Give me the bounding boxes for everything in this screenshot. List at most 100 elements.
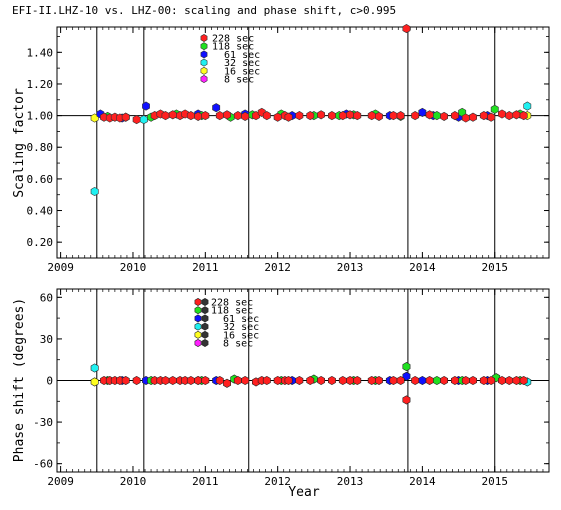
legend-marker — [201, 322, 209, 331]
y-tick-label: 0.80 — [27, 141, 54, 154]
legend-marker — [194, 306, 202, 315]
legend-entry-label: 8 sec — [212, 75, 254, 86]
data-point — [273, 375, 282, 386]
data-point — [374, 375, 383, 386]
data-point — [396, 375, 405, 386]
data-point — [161, 111, 170, 121]
data-point — [295, 111, 304, 121]
x-tick-label: 2015 — [481, 475, 508, 488]
y-tick-label: -30 — [33, 416, 53, 429]
data-point — [132, 115, 141, 125]
x-tick-label: 2010 — [120, 261, 147, 274]
data-point — [90, 363, 99, 373]
data-point — [194, 375, 202, 386]
legend-marker — [201, 330, 209, 339]
data-point — [469, 375, 478, 386]
legend-marker — [194, 322, 202, 331]
legend-marker — [201, 339, 209, 347]
data-point — [201, 375, 210, 386]
legend-marker — [200, 66, 208, 75]
legend-marker — [200, 50, 208, 59]
data-point — [223, 110, 231, 120]
data-point — [212, 103, 221, 113]
x-tick-label: 2011 — [192, 261, 219, 274]
legend-entry-label: 118 sec — [211, 306, 253, 317]
legend-marker — [200, 58, 208, 67]
legend-marker — [200, 75, 208, 83]
data-point — [425, 110, 434, 120]
data-point — [186, 375, 195, 386]
y-tick-label: 0.20 — [27, 236, 54, 249]
data-point — [215, 111, 224, 121]
data-point — [262, 111, 271, 121]
x-tick-label: 2012 — [264, 475, 291, 488]
data-point — [411, 375, 420, 386]
x-tick-label: 2011 — [192, 475, 219, 488]
data-point — [327, 375, 336, 386]
data-point — [338, 111, 347, 121]
y-tick-label: 1.00 — [27, 110, 54, 123]
plot-frame — [56, 26, 550, 259]
x-tick-label: 2014 — [409, 475, 436, 488]
y-tick-label: -60 — [33, 458, 53, 471]
legend-entry-label: 228 sec — [212, 34, 254, 45]
legend-entry-label: 61 sec — [211, 314, 259, 325]
x-tick-label: 2014 — [409, 261, 436, 274]
data-point — [90, 186, 99, 197]
legend-marker — [201, 298, 209, 306]
data-point — [241, 375, 250, 386]
data-point — [497, 375, 506, 386]
legend-marker — [201, 314, 209, 323]
data-point — [121, 112, 130, 122]
scaling-factor-panel: 0.20 0.40 0.60 0.80 1.00 1.20 1.40 2009 2010 2011… — [27, 24, 550, 274]
data-point — [367, 375, 376, 386]
data-point — [418, 107, 427, 117]
data-point — [440, 111, 449, 121]
y-tick-label: 0.60 — [27, 173, 54, 186]
legend-entry-label: 61 sec — [212, 50, 260, 61]
data-point — [194, 111, 202, 121]
data-point — [346, 375, 355, 386]
data-point — [142, 101, 150, 111]
data-point — [402, 362, 411, 372]
data-point — [215, 375, 224, 386]
legend-marker — [194, 298, 202, 306]
x-tick-label: 2015 — [481, 261, 508, 274]
data-point — [186, 111, 195, 121]
data-point — [181, 109, 189, 119]
x-tick-label: 2010 — [120, 475, 147, 488]
data-point — [327, 111, 336, 121]
data-point — [402, 395, 411, 405]
legend-entry-label: 32 sec — [212, 58, 260, 69]
data-point — [469, 112, 478, 122]
data-point — [461, 375, 470, 386]
data-point — [402, 24, 411, 34]
data-point — [353, 375, 362, 386]
data-point — [450, 375, 459, 386]
legend-marker — [194, 314, 202, 323]
data-point — [523, 101, 532, 111]
data-point — [432, 111, 441, 121]
data-point — [497, 109, 506, 119]
data-point — [389, 111, 398, 121]
data-point — [223, 378, 231, 388]
data-point — [432, 375, 441, 386]
data-point — [389, 375, 398, 386]
x-tick-label: 2009 — [47, 261, 74, 274]
legend-entry-label: 16 sec — [211, 330, 259, 341]
data-point — [367, 111, 376, 121]
data-point — [241, 111, 250, 121]
data-point — [121, 375, 130, 386]
data-point — [346, 110, 355, 120]
data-point — [418, 375, 427, 386]
legend-marker — [200, 34, 208, 42]
data-point — [425, 375, 434, 386]
data-point — [317, 110, 326, 120]
legend-entry-label: 8 sec — [211, 339, 253, 350]
legend-entry-label: 32 sec — [211, 322, 259, 333]
x-tick-label: 2009 — [47, 475, 74, 488]
x-axis-label: Year — [288, 485, 319, 500]
data-point — [284, 375, 293, 386]
legend-entry-label: 228 sec — [211, 298, 253, 309]
legend-marker — [194, 339, 202, 347]
